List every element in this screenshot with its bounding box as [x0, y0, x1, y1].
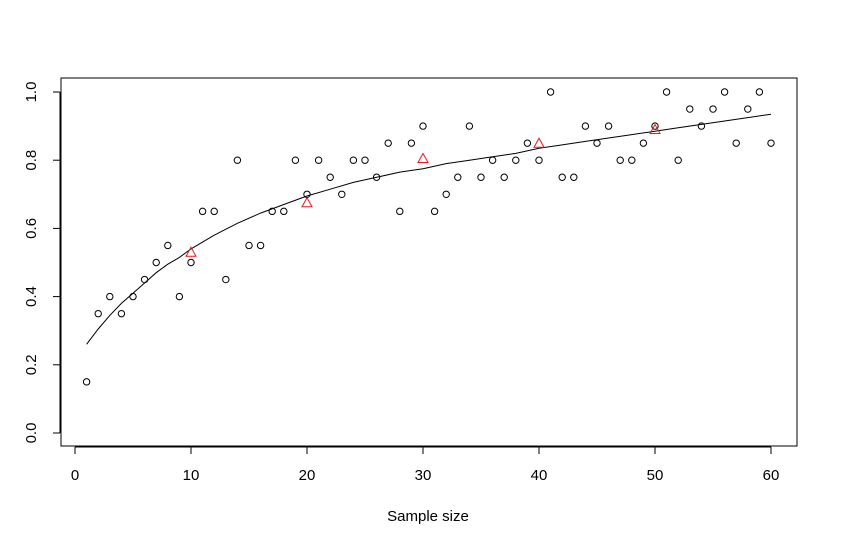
y-tick-label: 1.0 [23, 82, 40, 103]
data-point [407, 139, 416, 147]
data-point [639, 139, 648, 147]
data-point [755, 88, 764, 96]
data-point [697, 122, 706, 130]
data-point [651, 122, 659, 130]
data-point [140, 275, 149, 284]
data-point [256, 241, 265, 250]
data-point [291, 156, 300, 164]
fit-curve [86, 113, 772, 345]
triangle-point [533, 137, 545, 148]
data-point [222, 275, 230, 284]
data-point [384, 139, 392, 147]
data-point [198, 207, 207, 216]
x-tick-label: 20 [299, 467, 316, 484]
data-point [326, 173, 334, 181]
y-tick-label: 0.0 [23, 423, 40, 444]
x-tick-label: 60 [763, 467, 780, 484]
data-point [349, 156, 358, 164]
data-point [82, 378, 91, 386]
data-point [129, 292, 137, 301]
y-tick-label: 0.8 [23, 150, 40, 171]
data-point [372, 173, 381, 181]
data-point [338, 190, 346, 199]
data-point [767, 139, 775, 147]
data-point [523, 139, 532, 147]
data-point [570, 173, 578, 181]
x-axis-label: Sample size [387, 508, 469, 525]
x-tick-label: 10 [183, 467, 200, 484]
triangle-layer [185, 123, 661, 257]
x-tick-label: 30 [415, 467, 432, 484]
data-point [430, 207, 439, 216]
data-point [500, 173, 508, 181]
data-point [558, 173, 566, 181]
data-point [187, 258, 195, 267]
y-tick-label: 0.2 [23, 354, 40, 375]
data-point [616, 156, 624, 164]
data-point [628, 156, 636, 164]
data-point [604, 122, 613, 130]
triangle-point [301, 196, 313, 208]
data-point [117, 309, 126, 318]
data-point [152, 258, 160, 267]
data-point [720, 88, 729, 96]
data-point [175, 292, 184, 301]
data-point [709, 105, 717, 113]
triangle-point [185, 246, 197, 257]
data-point [512, 156, 520, 164]
data-point [732, 139, 740, 147]
data-point [465, 122, 474, 130]
x-tick-label: 40 [531, 467, 548, 484]
data-point [546, 88, 555, 96]
data-point [686, 105, 694, 113]
data-point [662, 88, 671, 96]
data-point [164, 241, 172, 250]
data-point [245, 241, 253, 250]
data-point [210, 207, 218, 216]
data-point [488, 156, 497, 164]
triangle-point [417, 152, 429, 163]
data-point [477, 173, 485, 181]
x-axis: 0 10 20 30 40 50 60 [71, 446, 780, 484]
data-point [303, 190, 311, 199]
data-point [419, 122, 427, 130]
y-axis: 0.0 0.2 0.4 0.6 0.8 1.0 [23, 82, 61, 444]
data-point [106, 292, 114, 301]
data-point [535, 156, 543, 164]
data-point [593, 139, 601, 147]
fit-curve-layer [86, 113, 772, 345]
data-point [744, 105, 752, 113]
data-point [454, 173, 462, 181]
data-point [233, 156, 242, 164]
data-point [581, 122, 590, 130]
data-point [314, 156, 323, 164]
data-point [94, 309, 102, 318]
data-point [674, 156, 682, 164]
x-tick-label: 50 [647, 467, 664, 484]
data-point [361, 156, 369, 164]
triangle-point [649, 123, 661, 134]
points-layer [82, 88, 775, 386]
data-point [442, 190, 450, 199]
x-tick-label: 0 [71, 467, 79, 484]
y-tick-label: 0.4 [23, 286, 40, 307]
plot-frame [60, 77, 798, 447]
data-point [396, 207, 404, 216]
data-point [268, 207, 276, 216]
y-tick-label: 0.6 [23, 218, 40, 239]
data-point [280, 207, 288, 216]
